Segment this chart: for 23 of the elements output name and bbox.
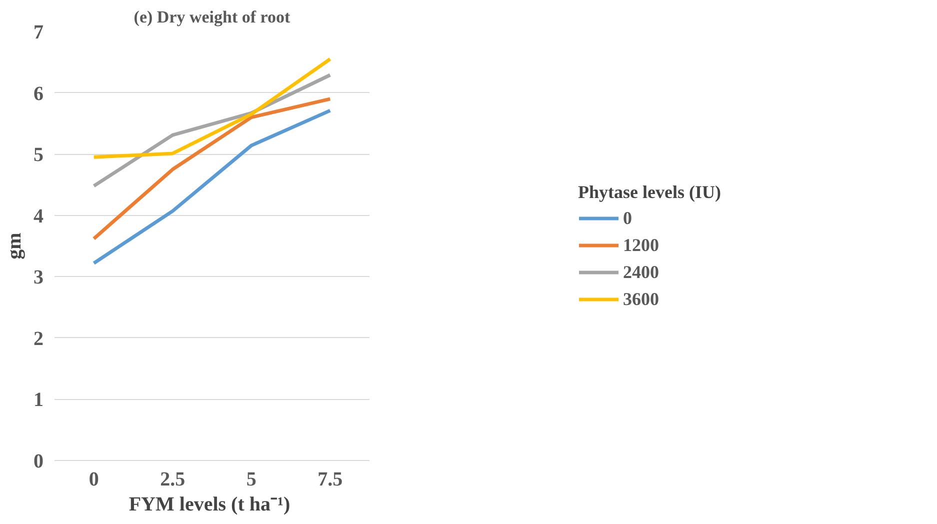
legend-title: Phytase levels (IU) xyxy=(578,182,721,202)
x-tick-label: 5 xyxy=(246,468,256,490)
legend-label: 0 xyxy=(623,208,633,228)
x-tick-label: 2.5 xyxy=(160,468,186,490)
y-tick-label: 2 xyxy=(34,328,44,350)
y-tick-label: 4 xyxy=(34,205,44,228)
legend-label: 1200 xyxy=(623,234,660,256)
y-tick-label: 3 xyxy=(34,266,44,289)
line-series xyxy=(92,108,332,265)
y-tick-label: 6 xyxy=(34,82,44,105)
x-axis-title: FYM levels (t ha⁻¹) xyxy=(128,494,290,516)
x-tick-label: 7.5 xyxy=(318,468,343,490)
line-series xyxy=(92,57,332,159)
legend-label: 3600 xyxy=(623,288,660,310)
y-tick-label: 0 xyxy=(34,450,44,472)
y-tick-label: 5 xyxy=(34,144,44,166)
y-tick-label: 1 xyxy=(34,389,44,412)
legend-label: 2400 xyxy=(623,262,660,282)
x-tick-label: 0 xyxy=(88,468,99,490)
chart-title: (e) Dry weight of root xyxy=(134,8,291,26)
y-tick-label: 7 xyxy=(34,22,44,44)
y-axis-title: gm xyxy=(4,232,26,260)
line-series xyxy=(92,97,332,240)
